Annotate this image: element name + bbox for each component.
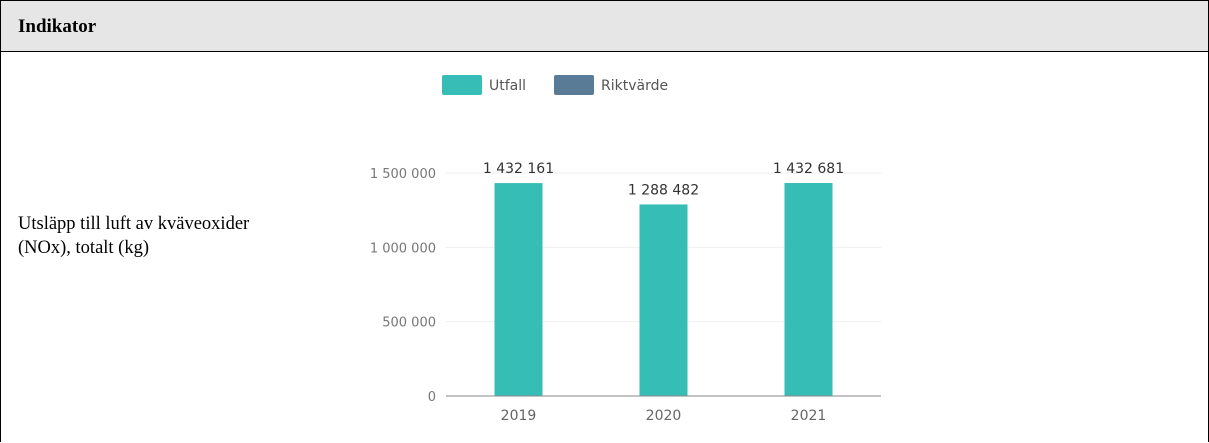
bar-2021	[784, 183, 833, 396]
x-tick-label-2021: 2021	[791, 408, 827, 424]
bar-2019	[494, 183, 543, 396]
table-header: Indikator	[1, 1, 1208, 52]
y-tick-label: 0	[428, 390, 436, 405]
legend-label-riktvarde: Riktvärde	[601, 78, 668, 94]
legend-swatch-utfall	[442, 75, 482, 95]
data-label-2021: 1 432 681	[773, 161, 844, 177]
data-label-2019: 1 432 161	[483, 161, 554, 177]
data-label-2020: 1 288 482	[628, 182, 699, 198]
bar-data-labels: 1 432 161 1 288 482 1 432 681	[483, 161, 844, 198]
y-tick-label: 1 000 000	[370, 241, 436, 256]
y-tick-label: 500 000	[382, 316, 436, 331]
legend-label-utfall: Utfall	[489, 78, 526, 94]
header-title: Indikator	[18, 16, 97, 37]
y-tick-label: 1 500 000	[370, 167, 436, 182]
bar-chart: Utfall Riktvärde 0 500 000 1 000 000 1 500 …	[370, 75, 881, 424]
x-tick-label-2020: 2020	[646, 408, 682, 424]
x-tick-label-2019: 2019	[501, 408, 537, 424]
indicator-label: Utsläpp till luft av kväveoxider (NOx), …	[18, 214, 250, 258]
x-axis: 2019 2020 2021	[446, 395, 881, 424]
bar-series-utfall	[494, 183, 833, 396]
chart-legend: Utfall Riktvärde	[442, 75, 668, 95]
legend-swatch-riktvarde	[554, 75, 594, 95]
y-axis: 0 500 000 1 000 000 1 500 000	[370, 167, 436, 405]
bar-2020	[639, 204, 688, 396]
